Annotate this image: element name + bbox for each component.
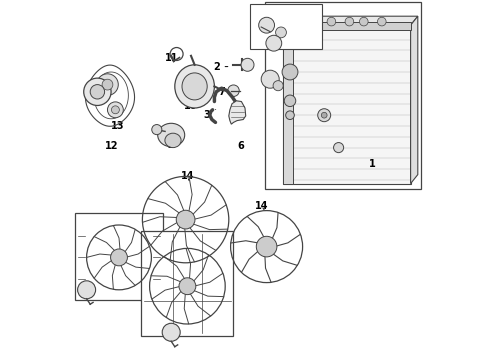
Polygon shape xyxy=(411,16,418,184)
Circle shape xyxy=(282,64,298,80)
Text: 6: 6 xyxy=(237,141,244,151)
Ellipse shape xyxy=(158,123,185,147)
Circle shape xyxy=(266,35,282,51)
Circle shape xyxy=(107,102,123,118)
Text: 8: 8 xyxy=(166,140,178,150)
Text: 14: 14 xyxy=(254,201,268,211)
Circle shape xyxy=(111,249,127,266)
Circle shape xyxy=(321,112,327,118)
Circle shape xyxy=(284,95,296,107)
Text: 9: 9 xyxy=(154,126,161,136)
Text: 3: 3 xyxy=(204,109,216,120)
Circle shape xyxy=(152,125,162,135)
Polygon shape xyxy=(229,101,245,124)
Text: 10: 10 xyxy=(184,101,198,111)
Ellipse shape xyxy=(165,133,181,148)
Circle shape xyxy=(345,17,354,26)
Circle shape xyxy=(228,85,239,96)
Text: 12: 12 xyxy=(105,141,119,151)
Bar xyxy=(283,25,293,184)
Text: 16: 16 xyxy=(98,222,112,232)
Text: 14: 14 xyxy=(181,171,194,181)
Circle shape xyxy=(259,17,274,33)
Text: 16: 16 xyxy=(198,312,211,323)
Circle shape xyxy=(377,17,386,26)
Circle shape xyxy=(261,70,279,88)
Polygon shape xyxy=(283,16,418,25)
Bar xyxy=(265,2,421,189)
Circle shape xyxy=(360,17,368,26)
Circle shape xyxy=(256,236,277,257)
FancyBboxPatch shape xyxy=(141,231,233,336)
Circle shape xyxy=(179,278,196,294)
Text: 7: 7 xyxy=(218,87,231,97)
Circle shape xyxy=(298,17,307,26)
Circle shape xyxy=(273,81,283,91)
Circle shape xyxy=(334,143,343,153)
Circle shape xyxy=(84,78,111,105)
Text: 13: 13 xyxy=(110,121,124,131)
Bar xyxy=(283,22,411,30)
Circle shape xyxy=(286,111,294,120)
Circle shape xyxy=(241,58,254,71)
Text: 5: 5 xyxy=(251,22,262,32)
Circle shape xyxy=(90,85,104,99)
Circle shape xyxy=(97,74,118,95)
Text: 15: 15 xyxy=(152,323,166,333)
Ellipse shape xyxy=(182,73,207,100)
Circle shape xyxy=(318,109,331,122)
Text: 2: 2 xyxy=(213,62,228,72)
Circle shape xyxy=(176,210,195,229)
Bar xyxy=(283,25,411,184)
Circle shape xyxy=(327,17,336,26)
Text: 1: 1 xyxy=(369,159,376,169)
Circle shape xyxy=(275,27,286,38)
Circle shape xyxy=(111,106,120,114)
FancyBboxPatch shape xyxy=(74,213,163,300)
Circle shape xyxy=(77,281,96,299)
Text: 11: 11 xyxy=(165,53,178,63)
Circle shape xyxy=(162,323,180,341)
Circle shape xyxy=(102,79,113,90)
Text: 4: 4 xyxy=(270,81,277,91)
Ellipse shape xyxy=(175,65,215,108)
Text: 15: 15 xyxy=(85,278,99,288)
Circle shape xyxy=(313,17,321,26)
Bar xyxy=(250,4,322,49)
